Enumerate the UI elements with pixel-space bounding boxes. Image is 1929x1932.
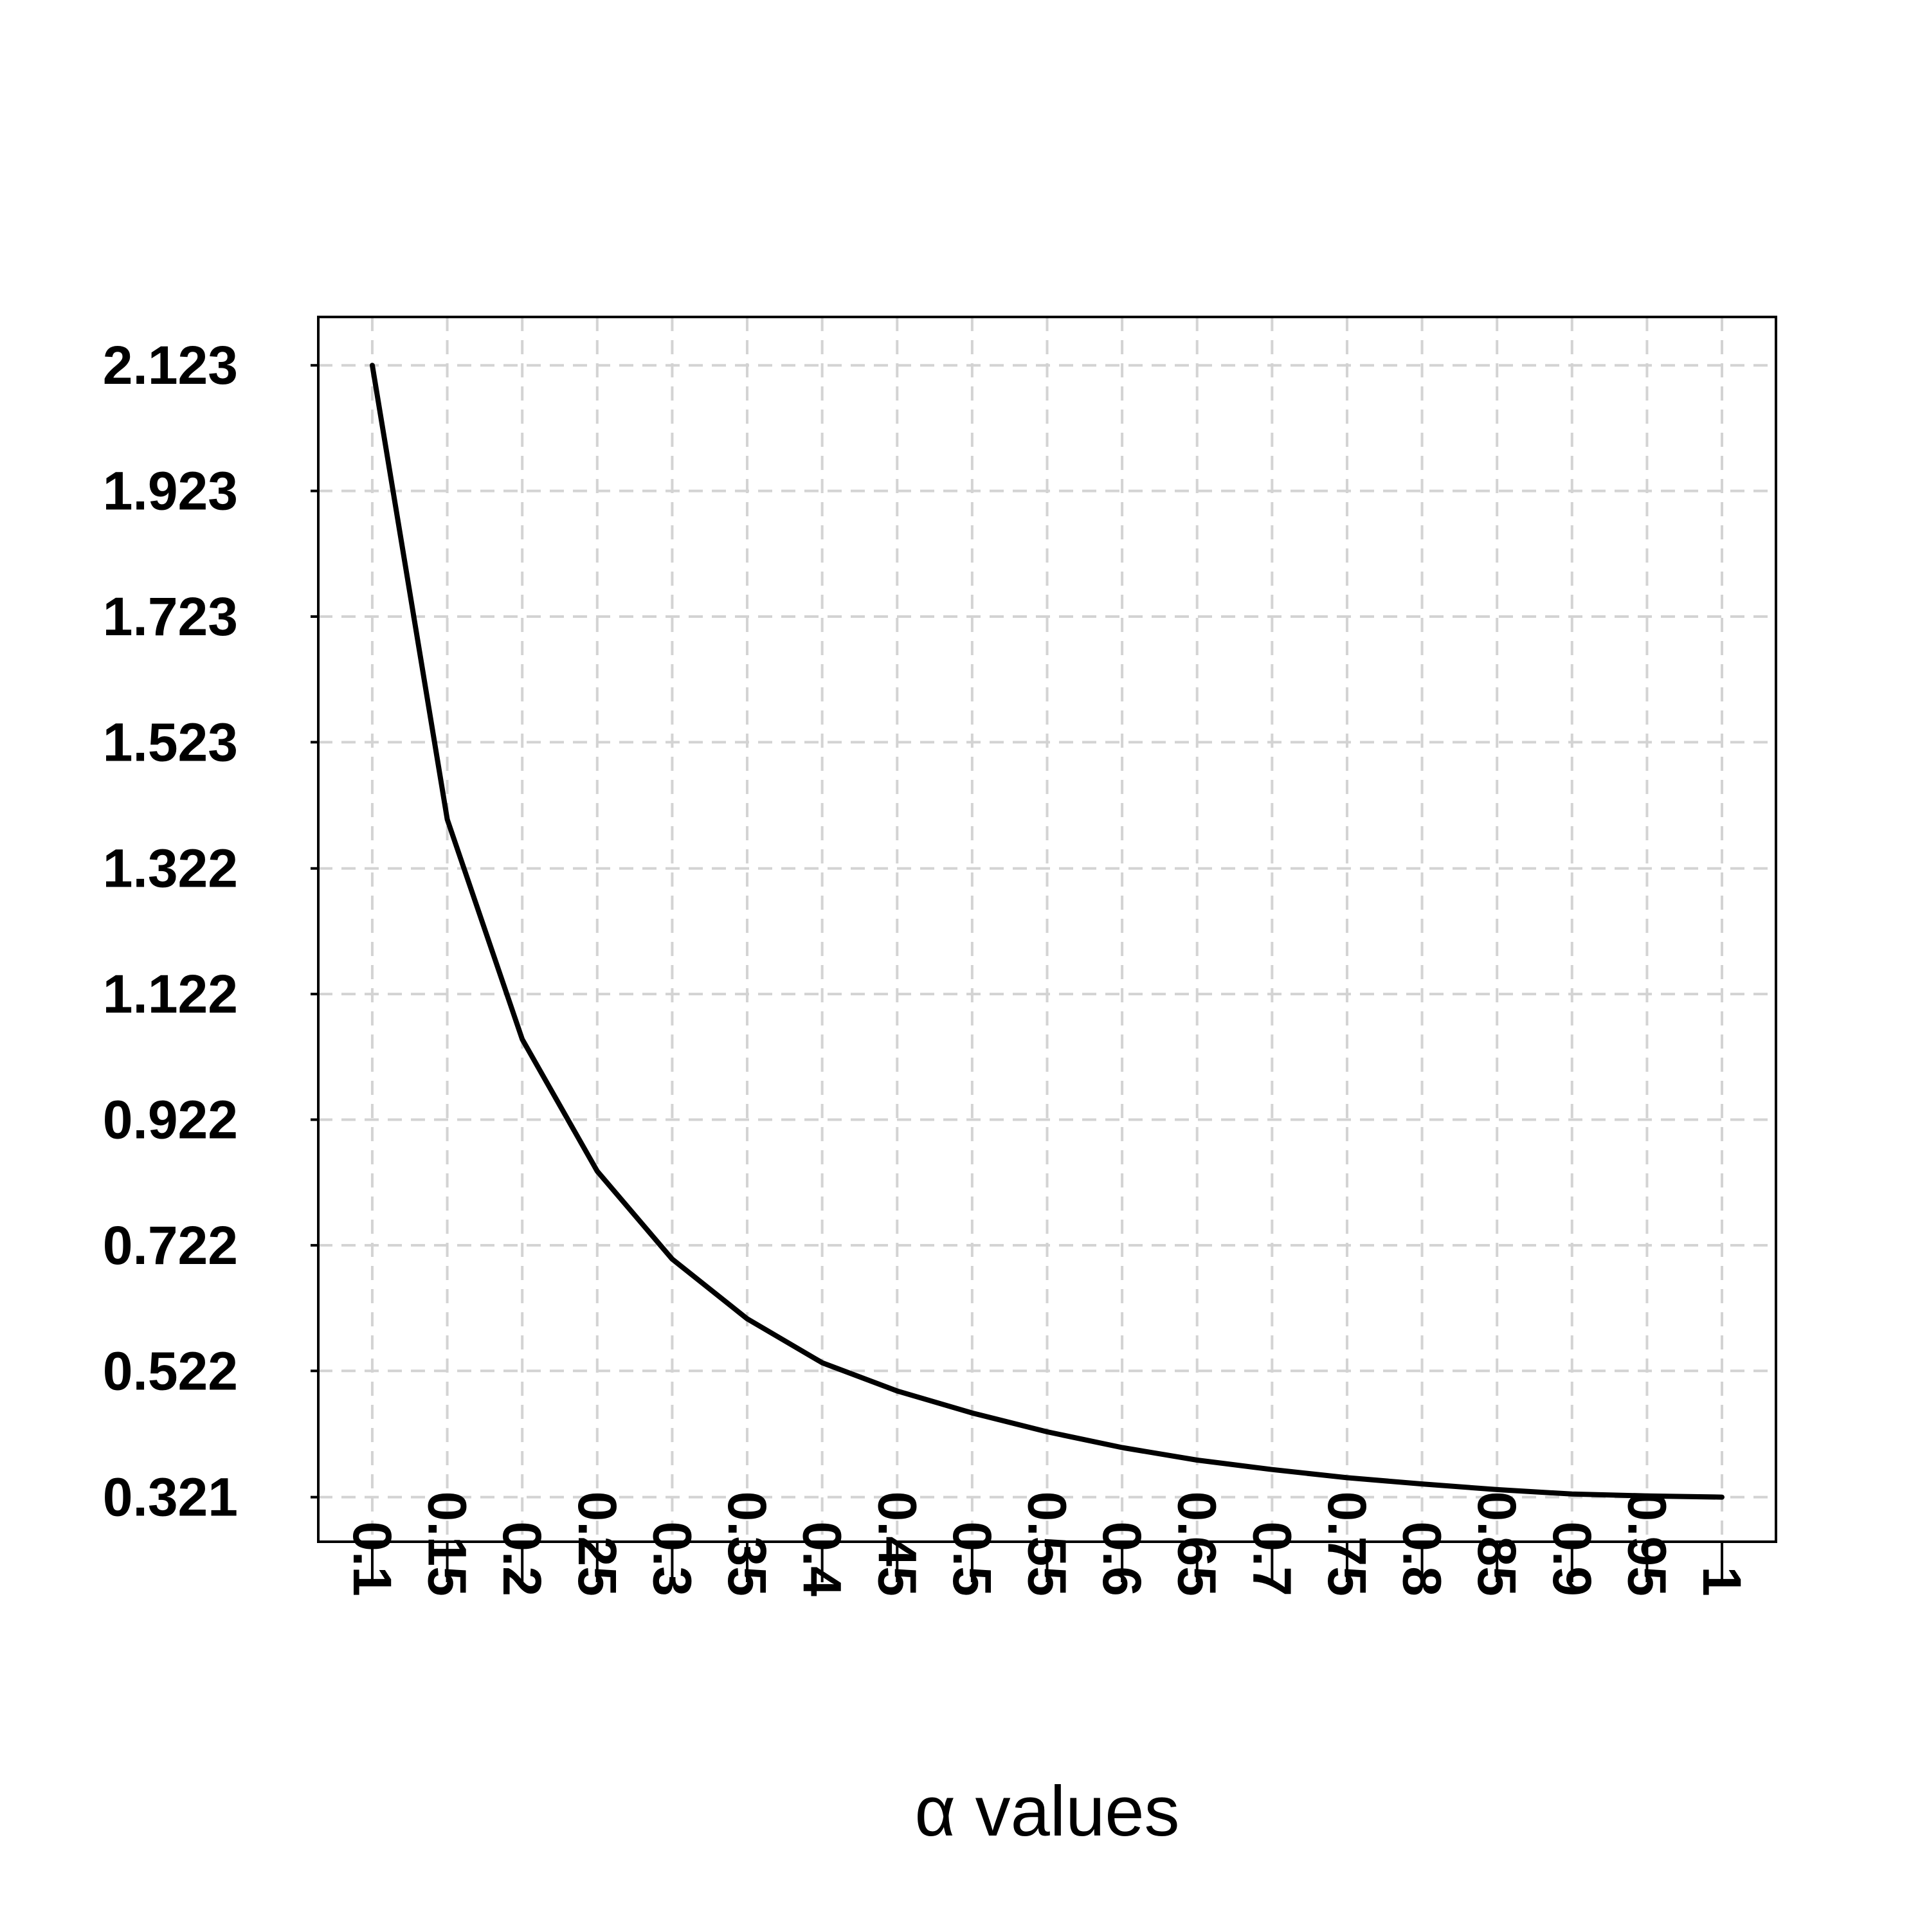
x-tick-label: 0.5 (942, 1521, 1002, 1596)
x-tick-label: 0.4 (792, 1521, 853, 1596)
x-tick-label: 0.7 (1242, 1521, 1302, 1596)
series-layer (370, 363, 1725, 1500)
data-point (970, 1411, 974, 1415)
axis-ticks (311, 364, 1724, 1582)
y-tick-label: 0.522 (103, 1341, 238, 1401)
data-point (1420, 1482, 1424, 1486)
x-tick-label: 0.1 (342, 1521, 403, 1596)
data-point (370, 363, 374, 368)
x-tick-label: 0.45 (867, 1492, 927, 1597)
data-point (520, 1037, 525, 1042)
x-tick-label: 0.2 (492, 1521, 552, 1596)
grid (318, 317, 1776, 1542)
data-point (895, 1389, 900, 1393)
data-point (820, 1360, 824, 1365)
x-tick-label: 0.85 (1467, 1492, 1527, 1597)
x-tick-label: 0.8 (1392, 1521, 1453, 1596)
y-tick-label: 0.722 (103, 1215, 238, 1276)
x-tick-label: 1 (1692, 1566, 1752, 1596)
data-point (1120, 1445, 1125, 1450)
x-tick-label: 0.55 (1017, 1492, 1078, 1597)
x-axis-title: α values (914, 1772, 1179, 1851)
data-point (595, 1169, 599, 1173)
data-point (670, 1257, 675, 1261)
x-tick-label: 0.15 (417, 1492, 478, 1597)
x-tick-label: 0.6 (1092, 1521, 1152, 1596)
x-tick-label: 0.75 (1317, 1492, 1377, 1597)
data-point (1270, 1467, 1274, 1472)
y-tick-label: 0.922 (103, 1090, 238, 1150)
x-tick-label: 0.95 (1617, 1492, 1677, 1597)
data-point (445, 817, 449, 822)
y-tick-label: 1.923 (103, 461, 238, 521)
y-tick-label: 1.723 (103, 586, 238, 647)
x-tick-label: 0.65 (1167, 1492, 1227, 1597)
data-point (1045, 1430, 1049, 1434)
y-tick-label: 0.321 (103, 1467, 238, 1528)
x-tick-label: 0.3 (642, 1521, 702, 1596)
data-point (1495, 1487, 1499, 1492)
data-point (745, 1317, 750, 1321)
data-point (1345, 1476, 1349, 1480)
y-tick-label: 2.123 (103, 335, 238, 395)
y-axis-labels: 0.321 0.522 0.722 0.922 1.122 1.322 1.523 1.723… (103, 335, 238, 1527)
data-point (1645, 1494, 1649, 1498)
y-tick-label: 1.122 (103, 964, 238, 1024)
x-axis-labels: 0.1 0.15 0.2 0.25 0.3 0.35 0.4 0.45 0.5 0.55 0.6 0.… (342, 1492, 1752, 1597)
x-tick-label: 0.9 (1542, 1521, 1602, 1596)
x-tick-label: 0.25 (567, 1492, 628, 1597)
x-tick-label: 0.35 (717, 1492, 777, 1597)
plot-frame (317, 316, 1777, 1543)
y-tick-label: 1.322 (103, 838, 238, 899)
y-tick-label: 1.523 (103, 712, 238, 772)
data-point (1195, 1458, 1199, 1462)
data-point (1720, 1495, 1725, 1499)
data-point (1570, 1492, 1574, 1496)
